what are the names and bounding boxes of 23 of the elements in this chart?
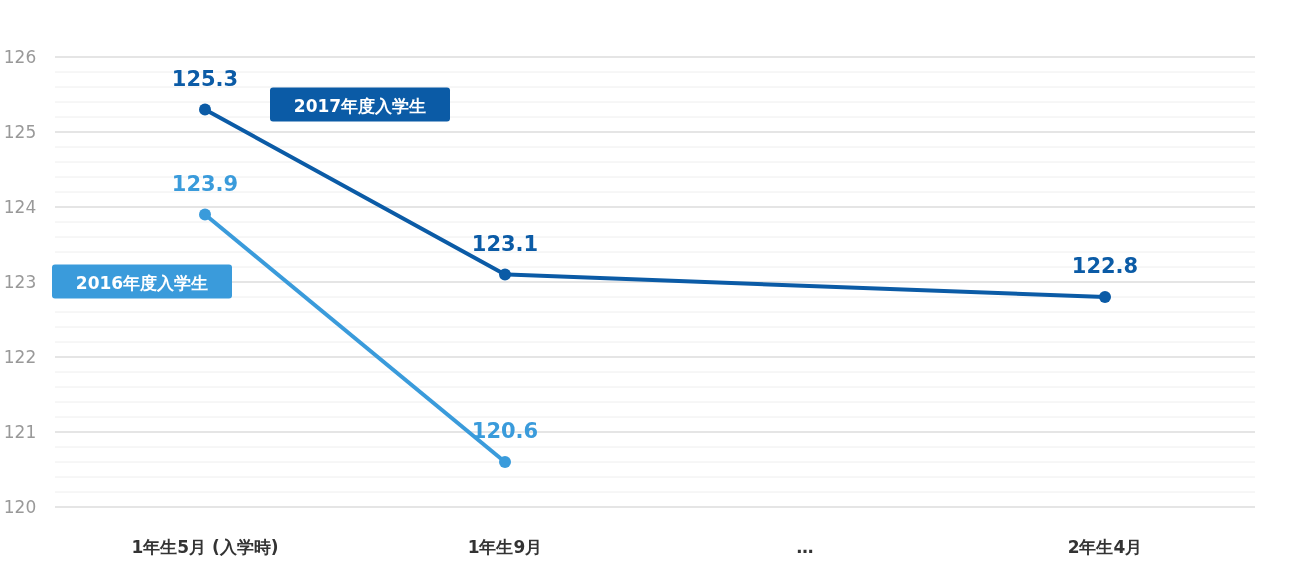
- x-tick-label: 1年生9月: [467, 537, 543, 557]
- x-tick-label: …: [796, 537, 814, 557]
- point: [199, 208, 211, 221]
- y-tick-label: 123: [3, 272, 37, 292]
- text: 2016年度入学生: [75, 272, 209, 293]
- y-tick-label: 124: [3, 197, 37, 217]
- x-tick-label: 1年生5月 (入学時): [131, 537, 279, 557]
- y-tick-label: 121: [3, 422, 37, 442]
- y-tick-label: 120: [3, 497, 37, 517]
- data-label: 125.3: [171, 66, 239, 91]
- y-tick-label: 125: [3, 122, 37, 142]
- data-label: 120.6: [471, 419, 539, 443]
- y-tick-label: 122: [3, 347, 37, 367]
- point: [499, 456, 511, 468]
- text: 2017年度入学生: [293, 95, 427, 116]
- y-tick-label: 126: [3, 47, 37, 67]
- x-tick-label: 2年生4月: [1067, 537, 1143, 557]
- point: [1099, 291, 1111, 303]
- data-label: 123.1: [471, 231, 539, 256]
- data-label: 123.9: [171, 171, 239, 196]
- data-label: 122.8: [1071, 254, 1139, 278]
- point: [199, 103, 211, 116]
- point: [499, 268, 511, 281]
